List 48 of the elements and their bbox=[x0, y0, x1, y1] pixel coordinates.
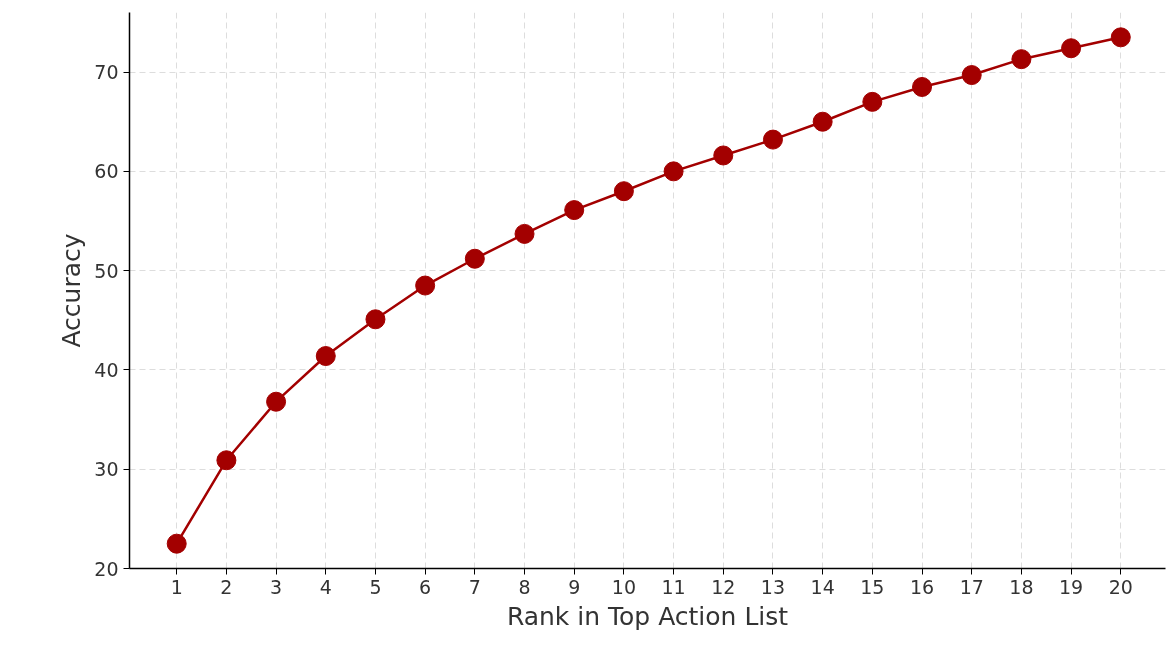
point bbox=[365, 309, 386, 330]
x-tick-label: 19 bbox=[1059, 575, 1084, 598]
point bbox=[464, 248, 485, 269]
y-tick-label: 40 bbox=[94, 358, 119, 381]
y-tick-label: 60 bbox=[94, 160, 119, 183]
y-tick-label: 50 bbox=[94, 259, 119, 282]
x-tick-label: 8 bbox=[518, 575, 531, 598]
x-tick-label: 7 bbox=[468, 575, 481, 598]
x-tick-label: 9 bbox=[568, 575, 581, 598]
x-tick-label: 20 bbox=[1108, 575, 1133, 598]
point bbox=[1011, 49, 1032, 70]
y-axis-title: Accuracy bbox=[57, 233, 87, 348]
point bbox=[564, 200, 585, 221]
point bbox=[1110, 27, 1131, 48]
y-tick-label: 20 bbox=[94, 557, 119, 580]
point bbox=[514, 223, 535, 244]
x-tick-label: 18 bbox=[1009, 575, 1034, 598]
x-tick-label: 16 bbox=[909, 575, 935, 598]
x-axis-title: Rank in Top Action List bbox=[506, 601, 789, 631]
x-tick-label: 12 bbox=[711, 575, 736, 598]
x-tick-label: 13 bbox=[760, 575, 786, 598]
point bbox=[415, 275, 436, 296]
point bbox=[1061, 38, 1082, 59]
point bbox=[166, 533, 187, 554]
point bbox=[216, 450, 237, 471]
point bbox=[266, 391, 287, 412]
x-tick-label: 3 bbox=[270, 575, 283, 598]
point bbox=[812, 111, 833, 132]
x-tick-label: 11 bbox=[661, 575, 686, 598]
point bbox=[961, 65, 982, 86]
x-tick-label: 14 bbox=[810, 575, 835, 598]
point bbox=[713, 145, 734, 166]
point bbox=[315, 346, 336, 367]
x-tick-label: 15 bbox=[860, 575, 885, 598]
x-tick-label: 1 bbox=[170, 575, 183, 598]
x-tick-label: 2 bbox=[220, 575, 233, 598]
x-tick-label: 4 bbox=[319, 575, 332, 598]
y-tick-label: 30 bbox=[94, 458, 119, 481]
point bbox=[762, 129, 783, 150]
y-tick-label: 70 bbox=[94, 61, 119, 84]
x-tick-label: 6 bbox=[419, 575, 432, 598]
point bbox=[613, 181, 634, 202]
point bbox=[663, 161, 684, 182]
x-tick-label: 10 bbox=[611, 575, 636, 598]
point bbox=[912, 76, 933, 97]
point bbox=[862, 91, 883, 112]
x-tick-label: 17 bbox=[959, 575, 984, 598]
x-tick-label: 5 bbox=[369, 575, 382, 598]
